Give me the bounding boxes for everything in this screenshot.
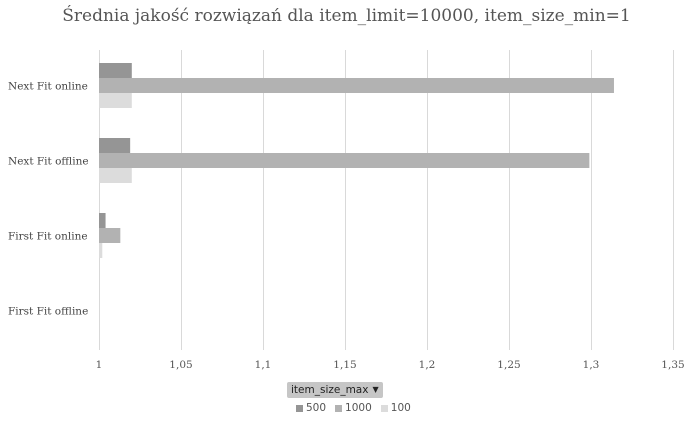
x-tick-label: 1,25: [497, 359, 520, 371]
bar-100: [99, 93, 132, 108]
bar-1000: [99, 228, 121, 243]
category-label: Next Fit offline: [8, 156, 89, 168]
category-label: Next Fit online: [8, 81, 88, 93]
bar-1000: [99, 153, 590, 168]
legend-item-100: 100: [380, 402, 411, 414]
legend-label: 1000: [345, 402, 372, 414]
bar-100: [99, 168, 132, 183]
legend-swatch: [335, 404, 343, 412]
chart-title: Średnia jakość rozwiązań dla item_limit=…: [62, 6, 631, 26]
bar-100: [99, 243, 103, 258]
legend-item-1000: 1000: [335, 402, 372, 414]
category-label: First Fit online: [8, 231, 88, 243]
x-tick-label: 1,35: [661, 359, 684, 371]
bar-500: [99, 63, 132, 78]
legend-label: 500: [306, 402, 327, 414]
legend-swatch: [296, 404, 303, 412]
x-tick-label: 1,3: [583, 359, 600, 371]
x-tick-label: 1,05: [169, 359, 192, 371]
legend-filter-button[interactable]: item_size_max ▼: [287, 382, 383, 398]
x-tick-label: 1: [96, 359, 103, 371]
category-label: First Fit offline: [8, 306, 88, 318]
legend: 500 1000 100: [296, 402, 411, 414]
bar-500: [99, 213, 106, 228]
bar-500: [99, 138, 131, 153]
x-tick-label: 1,1: [255, 359, 272, 371]
legend-swatch: [380, 404, 388, 412]
legend-filter-label: item_size_max: [291, 384, 369, 396]
x-tick-label: 1,2: [419, 359, 436, 371]
legend-item-500: 500: [296, 402, 326, 414]
dropdown-arrow-icon: ▼: [372, 385, 379, 394]
legend-label: 100: [390, 402, 411, 414]
x-tick-label: 1,15: [333, 359, 356, 371]
bar-1000: [99, 78, 614, 93]
